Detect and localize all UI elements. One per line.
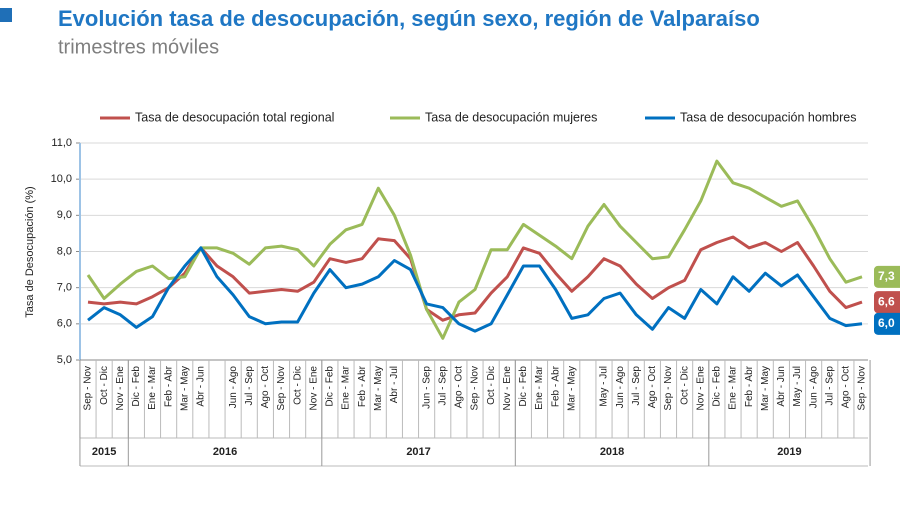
x-tick-label: Ene - Mar bbox=[534, 365, 545, 410]
x-tick-label: Mar - May bbox=[566, 366, 577, 411]
year-label: 2016 bbox=[213, 446, 237, 458]
end-label-box bbox=[874, 291, 900, 314]
x-tick-label: Feb - Abr bbox=[550, 365, 561, 407]
x-tick-label: Jul - Sep bbox=[824, 366, 835, 406]
x-tick-label: Jul - Sep bbox=[631, 366, 642, 406]
end-label-text: 6,0 bbox=[878, 316, 895, 330]
x-tick-label: Sep - Nov bbox=[857, 366, 868, 410]
end-label: 6,0 bbox=[874, 312, 900, 335]
end-label-box bbox=[874, 312, 900, 335]
x-tick-label: Jun - Ago bbox=[808, 366, 819, 409]
x-tick-label: Oct - Dic bbox=[679, 366, 690, 405]
x-tick-label: Dic - Feb bbox=[131, 366, 142, 407]
end-label: 6,6 bbox=[874, 291, 900, 314]
x-tick-label: Feb - Abr bbox=[744, 365, 755, 407]
y-tick-label: 8,0 bbox=[57, 245, 72, 257]
x-tick-label: Ago - Oct bbox=[841, 366, 852, 408]
x-tick-label: Jul - Sep bbox=[437, 366, 448, 406]
y-tick-label: 7,0 bbox=[57, 282, 72, 294]
x-tick-label: Jun - Ago bbox=[615, 366, 626, 409]
year-label: 2018 bbox=[600, 446, 624, 458]
y-tick-label: 5,0 bbox=[57, 354, 72, 366]
x-tick-label: Ene - Mar bbox=[341, 365, 352, 410]
x-tick-label: Nov - Ene bbox=[695, 366, 706, 411]
x-tick-label: Jun - Ago bbox=[228, 366, 239, 409]
end-label: 7,3 bbox=[874, 265, 900, 288]
x-tick-label: Feb - Abr bbox=[163, 365, 174, 407]
x-tick-label: Jul - Sep bbox=[244, 366, 255, 406]
year-label: 2017 bbox=[406, 446, 430, 458]
title-icon bbox=[0, 8, 12, 22]
series-line bbox=[87, 246, 863, 333]
year-label: 2019 bbox=[777, 446, 801, 458]
x-tick-label: Jun - Sep bbox=[421, 366, 432, 409]
series-line bbox=[87, 235, 863, 322]
x-tick-label: Mar - May bbox=[373, 366, 384, 411]
x-tick-label: May - Jul bbox=[599, 366, 610, 407]
end-label-text: 7,3 bbox=[878, 269, 895, 283]
x-tick-label: Feb - Abr bbox=[357, 365, 368, 407]
x-tick-label: Dic - Feb bbox=[518, 366, 529, 407]
y-tick-label: 10,0 bbox=[51, 173, 72, 185]
x-tick-label: Nov - Ene bbox=[308, 366, 319, 411]
end-label-text: 6,6 bbox=[878, 294, 895, 308]
x-tick-label: Nov - Ene bbox=[115, 366, 126, 411]
x-tick-label: Abr - Jul bbox=[389, 366, 400, 403]
x-tick-label: Ago - Oct bbox=[454, 366, 465, 408]
year-label: 2015 bbox=[92, 446, 116, 458]
x-tick-label: Mar - May bbox=[760, 366, 771, 411]
x-tick-label: Sep - Nov bbox=[470, 366, 481, 410]
series-line bbox=[86, 159, 863, 340]
x-tick-label: Abr - Jun bbox=[776, 366, 787, 407]
x-tick-label: Ene - Mar bbox=[728, 365, 739, 410]
end-label-box bbox=[874, 265, 900, 288]
y-tick-label: 11,0 bbox=[51, 137, 72, 149]
x-tick-label: Oct - Dic bbox=[292, 366, 303, 405]
x-tick-label: Ene - Mar bbox=[147, 365, 158, 410]
x-tick-label: Mar - May bbox=[179, 366, 190, 411]
x-tick-label: Abr - Jun bbox=[196, 366, 207, 407]
x-tick-label: Oct - Dic bbox=[99, 366, 110, 405]
chart-subtitle: trimestres móviles bbox=[58, 36, 219, 58]
x-tick-label: Ago - Oct bbox=[260, 366, 271, 408]
chart-title: Evolución tasa de desocupación, según se… bbox=[58, 6, 760, 31]
x-tick-label: Sep - Nov bbox=[276, 366, 287, 410]
legend-label: Tasa de desocupación mujeres bbox=[425, 110, 597, 124]
legend-label: Tasa de desocupación hombres bbox=[680, 110, 857, 124]
x-tick-label: Dic - Feb bbox=[325, 366, 336, 407]
x-tick-label: May - Jul bbox=[792, 366, 803, 407]
x-tick-label: Dic - Feb bbox=[712, 366, 723, 407]
y-axis-label: Tasa de Desocupación (%) bbox=[24, 186, 36, 317]
x-tick-label: Oct - Dic bbox=[486, 366, 497, 405]
x-tick-label: Sep - Nov bbox=[83, 366, 94, 410]
x-tick-label: Ago - Oct bbox=[647, 366, 658, 408]
legend-label: Tasa de desocupación total regional bbox=[135, 110, 334, 124]
x-tick-label: Nov - Ene bbox=[502, 366, 513, 411]
y-tick-label: 6,0 bbox=[57, 318, 72, 330]
y-tick-label: 9,0 bbox=[57, 209, 72, 221]
x-tick-label: Sep - Nov bbox=[663, 366, 674, 410]
